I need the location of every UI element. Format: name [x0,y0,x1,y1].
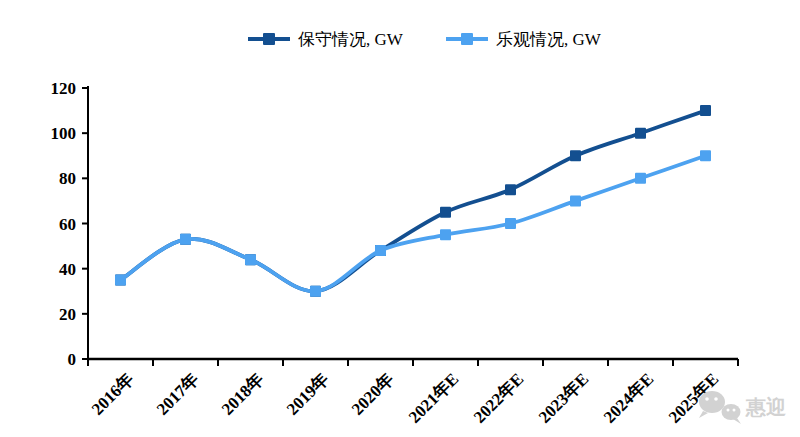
legend: 保守情况, GW 乐观情况, GW [248,30,602,49]
series-marker [505,184,516,195]
series-marker [700,150,711,161]
x-tick-label: 2019年 [283,369,332,418]
y-tick-label: 100 [51,124,77,143]
series-marker [700,105,711,116]
y-tick-label: 80 [59,169,76,188]
y-tick-label: 120 [51,79,77,98]
series-marker [440,207,451,218]
series-0 [115,105,711,297]
x-tick-label: 2024年E [600,369,658,427]
series-marker [180,234,191,245]
wechat-bubble-large [699,391,725,413]
y-tick-label: 40 [59,260,76,279]
series-marker [570,195,581,206]
wechat-eye [705,397,709,401]
series-marker [440,229,451,240]
chart-figure: 保守情况, GW 乐观情况, GW 0 20 40 60 80 100 120 2016年 20… [0,0,800,437]
wechat-bubble-small-tail [733,418,741,424]
series-marker [375,245,386,256]
watermark: 惠迎 [699,391,786,424]
y-tick-label: 60 [59,215,76,234]
series-marker [115,274,126,285]
wechat-eye [714,397,718,401]
series-marker [570,150,581,161]
legend-label: 乐观情况, GW [496,30,602,49]
series-marker [635,128,646,139]
watermark-text: 惠迎 [745,396,786,418]
x-tick-label: 2021年E [405,369,463,427]
wechat-bubble-large-tail [699,411,708,418]
x-axis-labels: 2016年2017年2018年2019年2020年2021年E2022年E202… [88,369,722,427]
y-tick-label: 20 [59,305,76,324]
legend-item: 乐观情况, GW [446,30,602,49]
series-marker [310,286,321,297]
series-marker [635,173,646,184]
wechat-eye [733,409,736,412]
legend-label: 保守情况, GW [298,30,404,49]
x-tick-label: 2016年 [88,369,137,418]
wechat-eye [727,409,730,412]
legend-marker [461,33,473,45]
x-tick-label: 2017年 [153,369,202,418]
line-chart: 保守情况, GW 乐观情况, GW 0 20 40 60 80 100 120 2016年 20… [0,0,800,437]
x-tick-label: 2020年 [348,369,397,418]
wechat-icon [699,391,741,424]
x-tick-label: 2022年E [470,369,528,427]
series-marker [245,254,256,265]
series-marker [505,218,516,229]
legend-item: 保守情况, GW [248,30,404,49]
series-line [121,111,706,292]
legend-marker [263,33,275,45]
y-tick-label: 0 [68,350,77,369]
x-tick-label: 2023年E [535,369,593,427]
wechat-bubble-small [722,404,741,420]
x-tick-label: 2018年 [218,369,267,418]
y-axis-labels: 0 20 40 60 80 100 120 [51,79,77,369]
series-line [121,156,706,292]
plot-area [115,105,711,297]
series-1 [115,150,711,297]
